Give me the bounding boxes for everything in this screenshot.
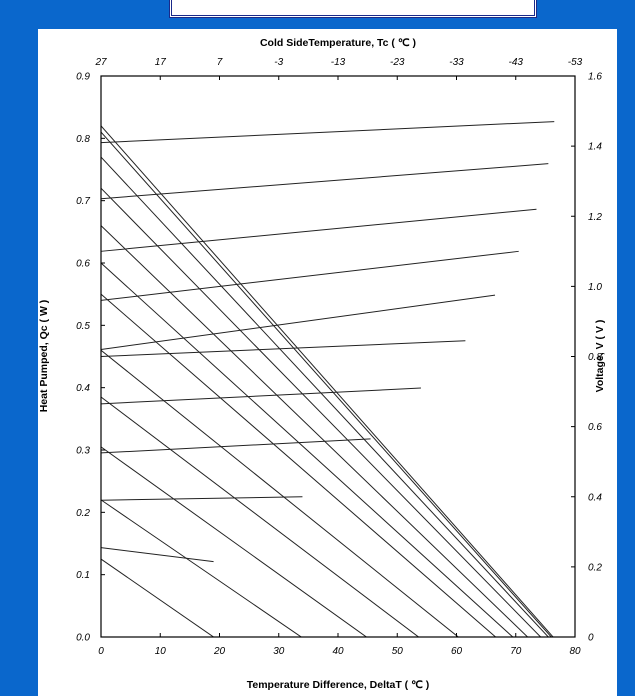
x-tick-label: 20 xyxy=(213,646,226,657)
chart-background xyxy=(38,29,617,696)
y2-tick-label: 1.0 xyxy=(588,282,602,293)
voltage-line xyxy=(100,250,519,301)
y-axis-title: Heat Pumped, Qc ( W ) xyxy=(38,300,50,413)
voltage-line xyxy=(100,121,555,144)
y2-tick-label: 1.6 xyxy=(588,72,602,83)
qc-line xyxy=(100,131,552,638)
y-tick-label: 0.3 xyxy=(76,446,90,457)
chart-title: Cold SideTemperature, Tc ( ℃ ) xyxy=(260,37,416,49)
left-frame-bar xyxy=(0,0,38,696)
y-tick-label: 0.0 xyxy=(76,633,90,644)
voltage-line xyxy=(100,547,214,563)
axes-group: 0 10 20 30 40 50 60 70 80 27 17 7 -3 -13 -23 -33 -43 -53 0… xyxy=(76,57,602,657)
y2-tick-label: 1.4 xyxy=(588,142,602,153)
plot-lines xyxy=(100,121,555,638)
y-tick-label: 0.4 xyxy=(76,383,90,394)
x-tick-label: 10 xyxy=(155,646,167,657)
voltage-line xyxy=(100,294,496,350)
x-tick-label: 30 xyxy=(273,646,285,657)
x-tick-label: 70 xyxy=(510,646,522,657)
voltage-line xyxy=(100,387,421,405)
voltage-line xyxy=(100,496,303,501)
top-tick-label: -3 xyxy=(274,57,283,68)
y-tick-label: 0.9 xyxy=(76,72,90,83)
qc-line xyxy=(100,293,496,638)
y2-tick-label: 1.2 xyxy=(588,212,602,223)
y-tick-label: 0.2 xyxy=(76,508,90,519)
qc-line xyxy=(100,156,549,638)
y2-axis-title: Voltage, V ( V ) xyxy=(594,320,606,393)
header-box xyxy=(169,0,537,18)
top-tick-label: 17 xyxy=(155,57,167,68)
x-axis-title: Temperature Difference, DeltaT ( ℃ ) xyxy=(247,679,430,691)
top-tick-label: -43 xyxy=(509,57,524,68)
qc-line xyxy=(100,499,302,638)
qc-line xyxy=(100,446,367,638)
voltage-line xyxy=(100,163,549,200)
top-tick-label: -33 xyxy=(449,57,464,68)
y2-tick-label: 0.6 xyxy=(588,422,602,433)
top-tick-label: -13 xyxy=(331,57,346,68)
x-tick-label: 80 xyxy=(569,646,581,657)
y2-tick-label: 0.2 xyxy=(588,562,602,573)
y2-tick-label: 0.4 xyxy=(588,492,602,503)
voltage-line xyxy=(100,208,537,252)
qc-line xyxy=(100,396,419,638)
y2-tick-label: 0 xyxy=(588,633,594,644)
top-tick-label: -23 xyxy=(390,57,405,68)
y-tick-label: 0.6 xyxy=(76,259,90,270)
y-tick-label: 0.7 xyxy=(76,196,90,207)
top-tick-label: 7 xyxy=(217,57,223,68)
qc-line xyxy=(100,558,214,638)
qc-line xyxy=(100,262,514,638)
y2-tick-label: 0.8 xyxy=(588,352,602,363)
qc-line xyxy=(100,187,541,638)
top-tick-label: 27 xyxy=(94,57,107,68)
x-tick-label: 0 xyxy=(98,646,104,657)
voltage-line xyxy=(100,340,466,357)
x-tick-label: 50 xyxy=(392,646,404,657)
y-tick-label: 0.1 xyxy=(76,570,90,581)
y-tick-label: 0.5 xyxy=(76,321,90,332)
qc-line xyxy=(100,349,459,638)
x-tick-label: 60 xyxy=(451,646,463,657)
top-tick-label: -53 xyxy=(568,57,583,68)
voltage-line xyxy=(100,438,371,454)
x-tick-label: 40 xyxy=(332,646,344,657)
right-frame-bar xyxy=(617,0,635,696)
qc-line xyxy=(100,225,528,638)
y-tick-label: 0.8 xyxy=(76,134,90,145)
qc-line xyxy=(100,125,554,638)
